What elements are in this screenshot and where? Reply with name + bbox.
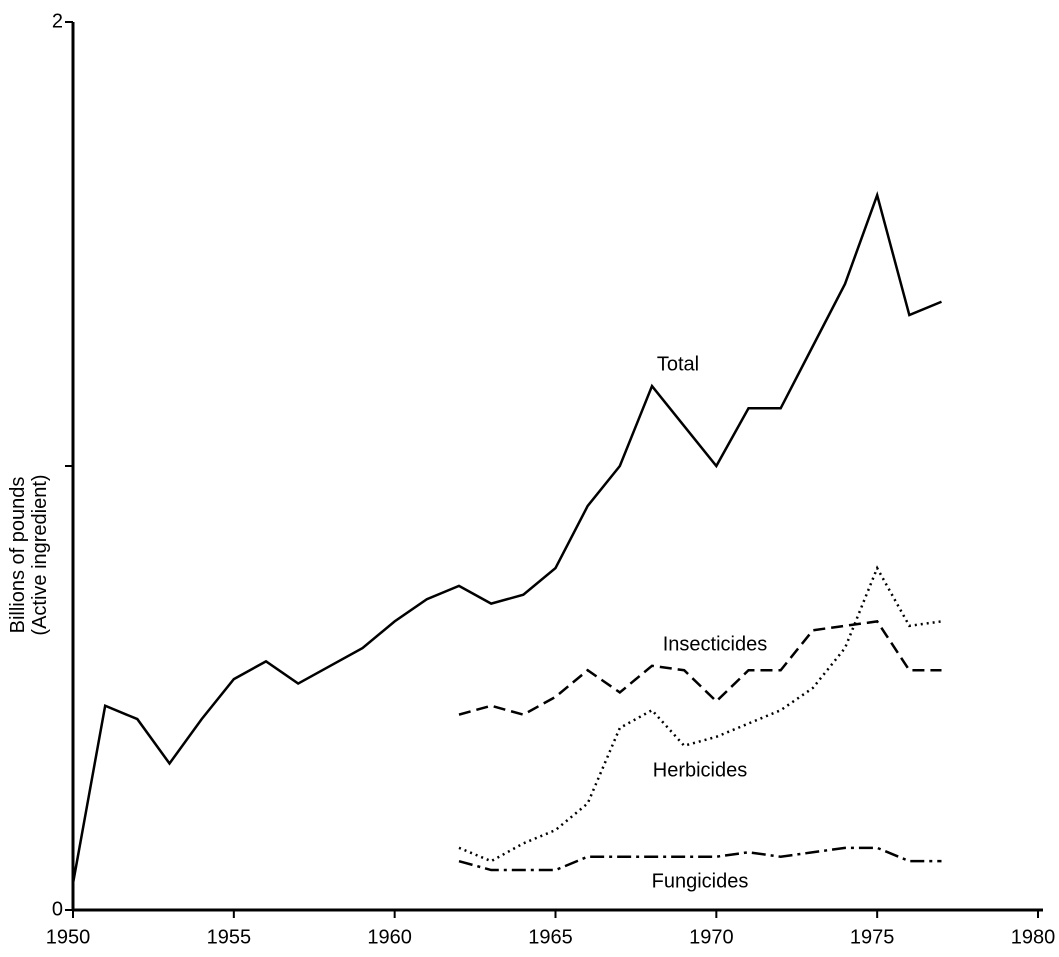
y-tick-label: 2 <box>52 10 63 32</box>
x-tick-label: 1965 <box>528 926 573 948</box>
line <box>458 846 942 872</box>
series-label: Insecticides <box>663 633 768 655</box>
y-axis-label: Billions of pounds(Active ingredient) <box>7 474 51 635</box>
x-tick-label: 1960 <box>367 926 412 948</box>
y-tick-label: 0 <box>52 898 63 920</box>
series-label: Herbicides <box>653 759 747 781</box>
line <box>458 620 942 716</box>
series-label: Fungicides <box>652 870 749 892</box>
y-axis-label-line: Billions of pounds <box>7 477 29 634</box>
series-label: Total <box>657 353 699 375</box>
x-tick-label: 1970 <box>689 926 734 948</box>
line <box>458 565 942 863</box>
x-tick-label: 1955 <box>207 926 252 948</box>
x-tick-label: 1975 <box>850 926 895 948</box>
x-tick-label: 1950 <box>46 926 91 948</box>
line <box>71 190 942 884</box>
x-tick-label: 1980 <box>1011 926 1056 948</box>
y-axis-label-line: (Active ingredient) <box>29 474 51 635</box>
